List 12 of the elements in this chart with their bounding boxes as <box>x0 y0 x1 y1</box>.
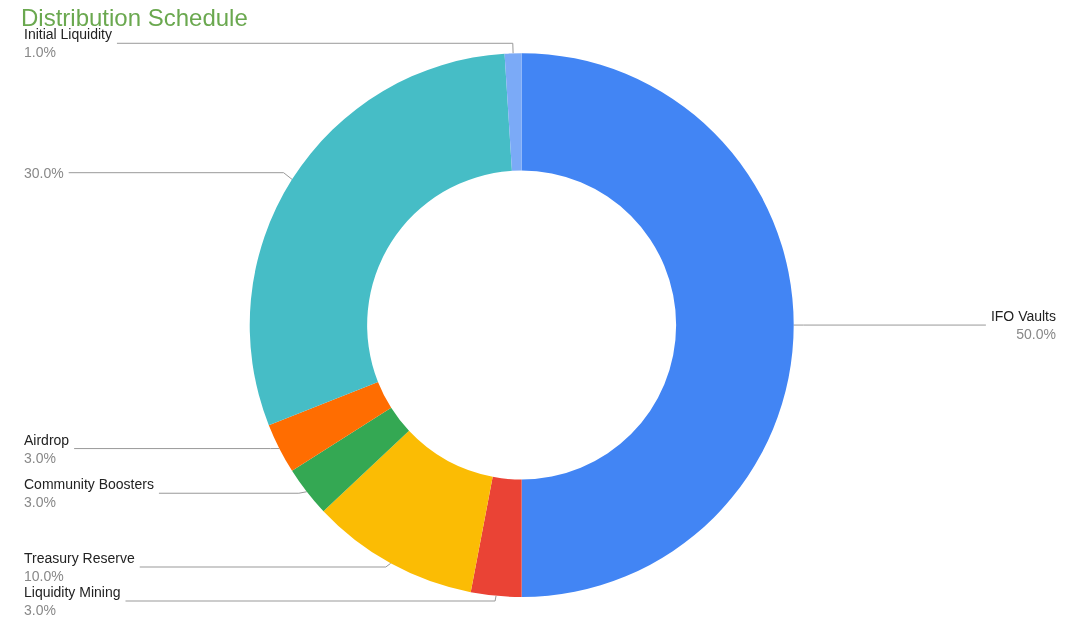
slice-label: IFO Vaults <box>990 308 1056 325</box>
data-label: 3.0% <box>24 494 56 511</box>
data-label: 1.0% <box>24 44 56 61</box>
slice-label: Treasury Reserve <box>24 550 135 566</box>
slice-label: Community Boosters <box>24 476 154 493</box>
data-label: 3.0% <box>24 602 56 618</box>
data-label: 3.0% <box>24 449 56 466</box>
slice-label: Liquidity Mining <box>24 584 121 600</box>
slice-label: Airdrop <box>24 431 70 448</box>
data-label: 10.0% <box>24 568 64 584</box>
data-label: 30.0% <box>24 164 64 181</box>
data-label: 50.0% <box>1016 326 1056 343</box>
